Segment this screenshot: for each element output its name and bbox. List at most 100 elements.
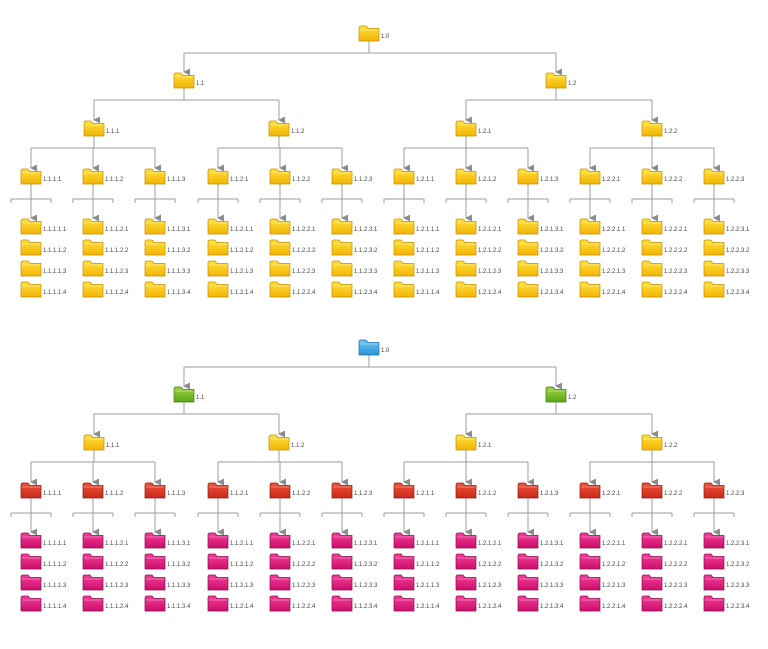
node-label: 1.0 (381, 34, 390, 40)
node-l3: 1.2.1.3 (517, 168, 559, 185)
folder-icon (455, 281, 477, 298)
node-label: 1.2.1.2.4 (478, 604, 502, 610)
node-label: 1.1.2.2.2 (292, 562, 316, 568)
folder-icon (579, 218, 601, 235)
node-leaf: 1.2.2.2.1 (641, 218, 688, 235)
node-leaf: 1.2.1.2.4 (455, 281, 502, 298)
folder-icon (207, 532, 229, 549)
folder-icon (20, 218, 42, 235)
node-label: 1.1.2.1.4 (230, 604, 254, 610)
folder-icon (144, 281, 166, 298)
node-leaf: 1.2.2.2.2 (641, 553, 688, 570)
node-leaf: 1.1.2.1.2 (207, 553, 254, 570)
folder-icon (20, 281, 42, 298)
node-label: 1.1.1 (106, 443, 120, 449)
folder-icon (703, 218, 725, 235)
node-leaf: 1.1.2.1.2 (207, 239, 254, 256)
folder-icon (517, 281, 539, 298)
folder-icon (393, 281, 415, 298)
node-label: 1.2.1.3.4 (540, 604, 564, 610)
node-label: 1.2.2.1.2 (602, 248, 626, 254)
node-l3: 1.1.1.3 (144, 168, 186, 185)
node-label: 1.1.2.2.4 (292, 604, 316, 610)
node-label: 1.1.2 (291, 129, 305, 135)
node-label: 1.2.2.1.1 (602, 227, 626, 233)
folder-icon (331, 168, 353, 185)
node-label: 1.2.1.2.3 (478, 269, 502, 275)
folder-icon (455, 260, 477, 277)
folder-icon (82, 553, 104, 570)
folder-icon (393, 168, 415, 185)
node-label: 1.2.1.3 (540, 177, 559, 183)
node-label: 1.2.2.3.1 (726, 227, 750, 233)
node-leaf: 1.2.2.1.4 (579, 281, 626, 298)
node-l2: 1.2.1 (455, 434, 492, 451)
node-leaf: 1.1.1.1.3 (20, 574, 67, 591)
node-label: 1.1.1.1.1 (43, 227, 67, 233)
folder-icon (144, 260, 166, 277)
node-l3: 1.1.2.3 (331, 482, 373, 499)
node-label: 1.1.1.1 (43, 177, 62, 183)
folder-icon (173, 72, 195, 89)
node-label: 1.1.1.3.1 (167, 541, 191, 547)
node-l3: 1.2.1.3 (517, 482, 559, 499)
folder-icon (207, 239, 229, 256)
folder-icon (144, 218, 166, 235)
folder-icon (20, 595, 42, 612)
folder-icon (517, 260, 539, 277)
folder-icon (269, 168, 291, 185)
node-leaf: 1.1.1.1.1 (20, 532, 67, 549)
folder-icon (331, 532, 353, 549)
node-label: 1.2.1.2.2 (478, 562, 502, 568)
node-l3: 1.1.2.3 (331, 168, 373, 185)
node-leaf: 1.1.2.2.2 (269, 553, 316, 570)
node-label: 1.2.2.2 (664, 491, 683, 497)
node-label: 1.1.1.1 (43, 491, 62, 497)
node-label: 1.1.1.3.1 (167, 227, 191, 233)
folder-icon (579, 532, 601, 549)
folder-icon (207, 168, 229, 185)
folder-icon (517, 218, 539, 235)
folder-icon (207, 281, 229, 298)
folder-icon (331, 218, 353, 235)
node-label: 1.1.2 (291, 443, 305, 449)
connector-lines (10, 41, 735, 222)
node-label: 1.1.1.2.2 (105, 562, 129, 568)
node-label: 1.1.1.3 (167, 177, 186, 183)
node-label: 1.2.2.2.1 (664, 227, 688, 233)
folder-icon (173, 386, 195, 403)
folder-icon (455, 574, 477, 591)
node-leaf: 1.2.2.3.3 (703, 260, 750, 277)
node-label: 1.2.2.3.2 (726, 562, 750, 568)
node-label: 1.1.2.2.1 (292, 541, 316, 547)
folder-icon (455, 532, 477, 549)
node-leaf: 1.2.2.3.2 (703, 553, 750, 570)
node-leaf: 1.2.1.1.2 (393, 239, 440, 256)
node-l2: 1.2.2 (641, 434, 678, 451)
node-label: 1.2.1.2.1 (478, 227, 502, 233)
node-label: 1.2.1.2 (478, 491, 497, 497)
node-leaf: 1.2.2.3.3 (703, 574, 750, 591)
node-leaf: 1.1.1.1.4 (20, 595, 67, 612)
folder-icon (579, 574, 601, 591)
node-l3: 1.1.1.1 (20, 482, 62, 499)
node-leaf: 1.2.2.2.2 (641, 239, 688, 256)
node-l3: 1.1.1.2 (82, 168, 124, 185)
node-leaf: 1.1.1.2.1 (82, 218, 129, 235)
folder-icon (20, 239, 42, 256)
node-label: 1.2.2.1 (602, 177, 621, 183)
node-label: 1.1.2.1.3 (230, 269, 254, 275)
folder-icon (641, 239, 663, 256)
folder-icon (517, 595, 539, 612)
node-label: 1.2.2.2.4 (664, 290, 688, 296)
folder-icon (144, 532, 166, 549)
node-leaf: 1.1.2.1.4 (207, 595, 254, 612)
node-label: 1.1.1.3.3 (167, 269, 191, 275)
folder-icon (393, 595, 415, 612)
node-label: 1.2.2.1 (602, 491, 621, 497)
folder-icon (703, 532, 725, 549)
node-leaf: 1.1.1.2.3 (82, 574, 129, 591)
folder-icon (83, 434, 105, 451)
node-leaf: 1.1.1.1.2 (20, 553, 67, 570)
